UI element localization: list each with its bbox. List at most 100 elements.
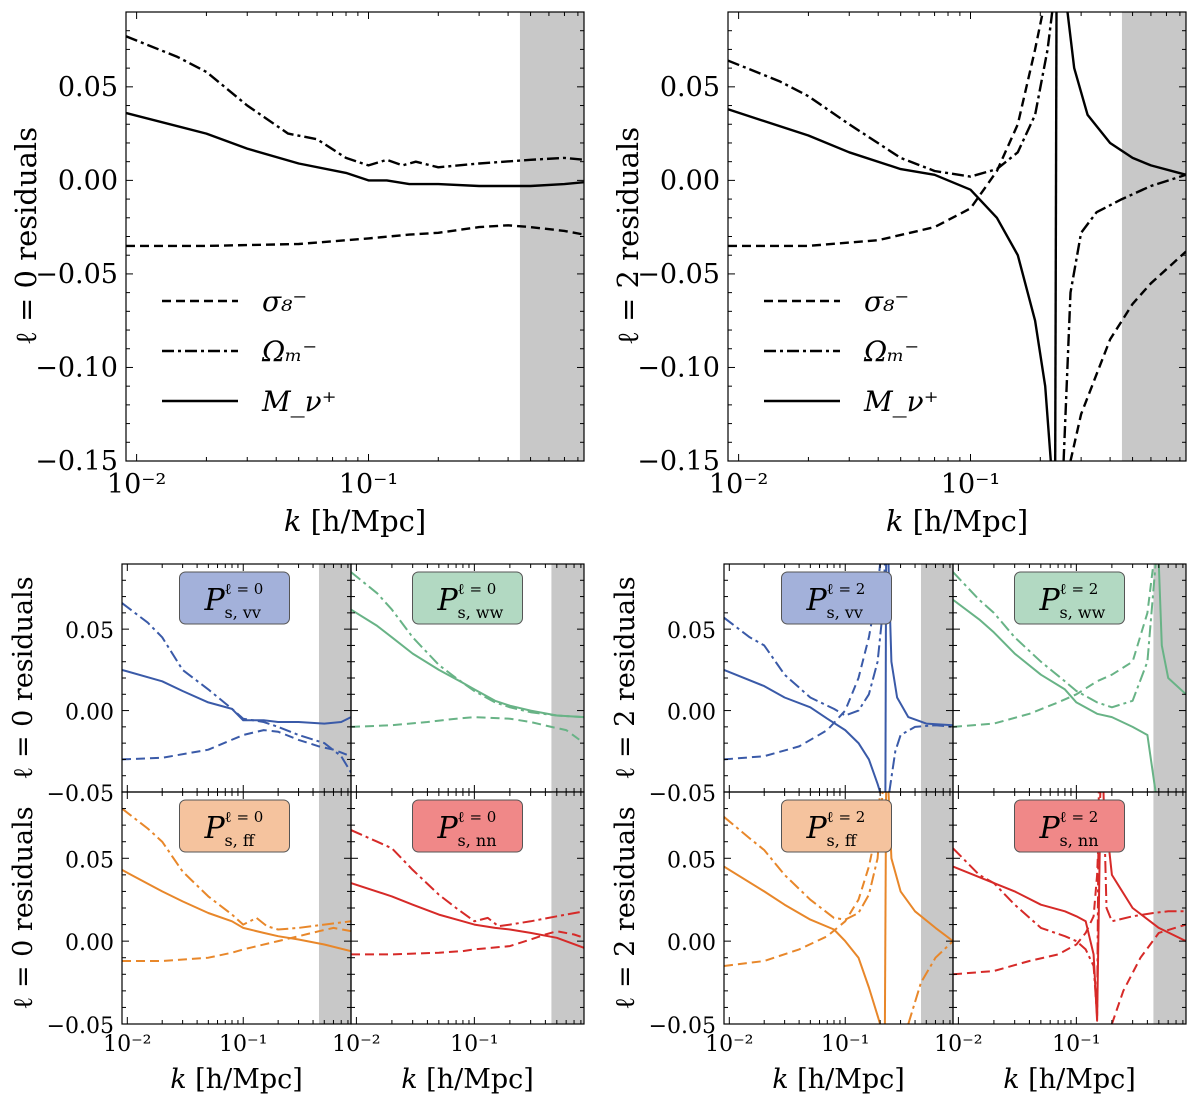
panel-top-left-l0: −0.15 −0.10 −0.05 0.00 0.05 10⁻² 10⁻¹ k [h/Mpc]… [35, 11, 585, 538]
x-tick-label: 10⁻² [332, 1032, 380, 1057]
x-tick-label: 10⁻¹ [941, 469, 1000, 500]
y-tick-label: −0.15 [637, 446, 720, 477]
series-line-dashed [126, 224, 584, 248]
legend-label: Ωₘ⁻ [261, 335, 317, 368]
y-tick-label: 0.05 [58, 72, 118, 103]
y-axis-label: ℓ = 0 residuals [9, 127, 43, 345]
x-axis-label: k [h/Mpc] [170, 1064, 303, 1095]
panel-label-sup: ℓ = 0 [225, 580, 264, 598]
y-tick-label: −0.15 [35, 446, 118, 477]
shaded-region [920, 792, 953, 1024]
x-tick-label: 10⁻¹ [821, 1032, 869, 1057]
series-line-dashdot [122, 807, 351, 931]
x-axis-label: k [h/Mpc] [401, 1064, 534, 1095]
series-line-dashed [953, 792, 1102, 976]
panel-br-nn-l2: 10⁻² 10⁻¹ k [h/Mpc] P ℓ = 2 s, nn [934, 791, 1187, 1095]
panel-bl-vv-l0: 0.00 0.05 P ℓ = 0 s, vv [65, 563, 352, 793]
series-line-dashed [953, 564, 1155, 728]
legend-label: M_ν⁺ [863, 385, 938, 418]
panel-label-sup: ℓ = 2 [827, 580, 866, 598]
series-line-solid [1105, 824, 1186, 942]
panel-top-right-l2: −0.15 −0.10 −0.05 0.00 0.05 10⁻² 10⁻¹ k [h/Mpc]… [637, 11, 1187, 538]
panel-badge [1014, 799, 1125, 853]
shaded-region [318, 792, 351, 1024]
x-tick-label: 10⁻¹ [339, 469, 398, 500]
x-axis-label: k [h/Mpc] [1003, 1064, 1136, 1095]
panel-label-sub: s, vv [225, 603, 261, 622]
series-line-dashdot [888, 724, 953, 792]
series-line-solid [724, 865, 882, 1024]
series-line-dashed [1110, 923, 1186, 1024]
x-tick-label: 10⁻¹ [1052, 1032, 1100, 1057]
panel-label-sub: s, ff [827, 831, 858, 850]
panel-label-sub: s, ww [458, 603, 504, 622]
series-line-solid [724, 668, 882, 792]
series-line-solid [953, 808, 1102, 1022]
legend-label: M_ν⁺ [261, 385, 336, 418]
series-line-dashdot [1102, 792, 1186, 923]
series-line-solid [122, 869, 351, 953]
series-line-dashed [724, 792, 882, 967]
series-line-solid [728, 108, 1052, 461]
y-tick-label: −0.05 [649, 1014, 716, 1039]
panel-bl-nn-l0: 10⁻² 10⁻¹ k [h/Mpc] P ℓ = 0 s, nn [332, 791, 585, 1095]
series-line-solid [1054, 12, 1058, 461]
y-tick-label: −0.05 [649, 782, 716, 807]
series-line-dashed [351, 930, 584, 956]
series-line-dashdot [728, 12, 1054, 178]
y-axis-label: ℓ = 0 residuals [8, 806, 39, 1009]
y-tick-label: −0.05 [47, 1014, 114, 1039]
shaded-region [551, 792, 584, 1024]
series-line-dashdot [1062, 173, 1186, 461]
y-axis-label: ℓ = 2 residuals [610, 576, 641, 779]
series-line-dashed [122, 926, 351, 962]
shaded-region [551, 564, 584, 792]
shaded-region [1153, 564, 1186, 792]
series-line-dashdot [724, 792, 884, 921]
x-axis-label: k [h/Mpc] [886, 504, 1028, 538]
y-tick-label: 0.00 [65, 701, 114, 726]
x-tick-label: 10⁻¹ [450, 1032, 498, 1057]
panel-label: P [806, 811, 828, 846]
panel-br-ff-l2: −0.05 0.00 0.05 10⁻² 10⁻¹ k [h/Mpc] P ℓ = 2 s, f… [649, 791, 954, 1095]
panel-label: P [806, 583, 828, 618]
y-tick-label: −0.05 [637, 259, 720, 290]
y-tick-label: −0.10 [637, 352, 720, 383]
legend-label: Ωₘ⁻ [863, 335, 919, 368]
x-tick-label: 10⁻² [934, 1032, 982, 1057]
axes-frame [125, 11, 585, 462]
x-tick-label: 10⁻² [705, 1032, 753, 1057]
shaded-region [519, 12, 584, 461]
panel-label-sub: s, nn [1060, 831, 1099, 850]
panel-badge [412, 799, 523, 853]
y-tick-label: 0.05 [65, 619, 114, 644]
y-tick-label: −0.05 [47, 782, 114, 807]
panel-badge [412, 571, 523, 625]
panel-badge [179, 571, 290, 625]
panel-label-sup: ℓ = 2 [1060, 580, 1099, 598]
panel-badge [1014, 571, 1125, 625]
x-tick-label: 10⁻² [107, 469, 166, 500]
series-line-dashed [122, 729, 351, 761]
panel-badge [781, 799, 892, 853]
panel-badge [781, 571, 892, 625]
panel-label: P [204, 583, 226, 618]
shaded-region [1121, 12, 1186, 461]
series-line-solid [1157, 564, 1186, 696]
panel-label-sup: ℓ = 2 [1060, 808, 1099, 826]
x-tick-label: 10⁻¹ [219, 1032, 267, 1057]
series-line-dashed [728, 12, 1044, 248]
series-line-dashed [351, 716, 584, 744]
y-tick-label: 0.00 [667, 701, 716, 726]
panel-label-sub: s, ww [1060, 603, 1106, 622]
shaded-region [1153, 792, 1186, 1024]
panel-bl-ff-l0: −0.05 0.00 0.05 10⁻² 10⁻¹ k [h/Mpc] P ℓ = 0 s, f… [47, 791, 352, 1095]
panel-label: P [204, 811, 226, 846]
panel-label-sup: ℓ = 0 [458, 808, 497, 826]
x-tick-label: 10⁻² [709, 469, 768, 500]
shaded-region [318, 564, 351, 792]
y-tick-label: 0.05 [667, 848, 716, 873]
y-axis-label: ℓ = 0 residuals [8, 576, 39, 779]
